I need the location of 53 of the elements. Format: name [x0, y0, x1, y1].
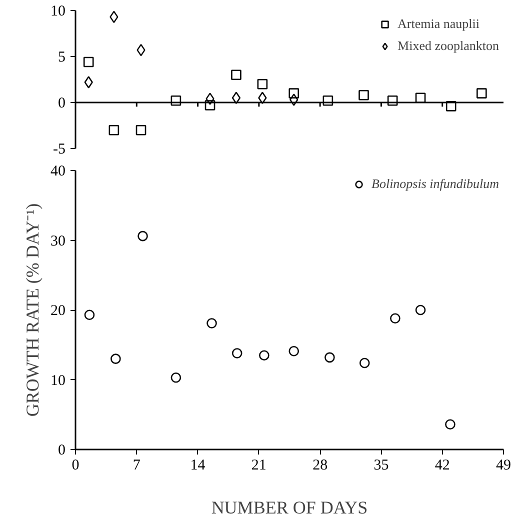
point	[387, 96, 398, 106]
point	[288, 88, 300, 98]
legend-label: Artemia nauplii	[398, 16, 480, 32]
x-tick-label: 28	[312, 458, 328, 474]
point	[358, 90, 369, 100]
legend-label: Mixed zooplankton	[398, 38, 499, 54]
x-axis-title: NUMBER OF DAYS	[211, 498, 368, 518]
point	[446, 101, 456, 112]
point	[259, 350, 270, 360]
point	[324, 352, 335, 363]
y-tick-label: 0	[58, 442, 66, 458]
point	[390, 313, 400, 324]
point	[445, 419, 456, 430]
point	[170, 96, 182, 106]
point	[359, 358, 370, 368]
point	[288, 346, 300, 356]
point	[84, 76, 93, 88]
x-tick-label: 49	[496, 458, 511, 474]
point	[84, 310, 95, 320]
y-tick-label: 0	[58, 96, 66, 112]
point	[322, 96, 334, 106]
point	[83, 56, 94, 68]
x-tick-label: 0	[72, 458, 80, 474]
point	[290, 94, 298, 106]
point	[231, 70, 242, 80]
y-tick-label: 40	[50, 164, 66, 180]
point	[204, 100, 216, 110]
y-tick-label: 30	[50, 233, 66, 250]
point	[170, 372, 182, 383]
point	[206, 92, 214, 105]
x-tick-label: 35	[374, 458, 389, 474]
point	[415, 304, 426, 316]
point	[206, 318, 217, 328]
y-tick-label: 20	[50, 303, 66, 319]
point	[138, 230, 148, 242]
point	[136, 124, 146, 136]
point	[232, 348, 242, 358]
x-tick-label: 7	[132, 458, 141, 474]
point	[476, 88, 487, 98]
x-tick-label: 42	[434, 458, 450, 474]
y-tick-label: 10	[50, 4, 66, 20]
x-tick-label: 14	[190, 458, 206, 474]
x-tick-label: 21	[251, 458, 266, 474]
legend-label: Bolinopsis infundibulum	[372, 176, 499, 192]
point	[232, 92, 241, 104]
y-tick-label: -5	[53, 142, 66, 158]
point	[415, 92, 426, 104]
point	[257, 78, 268, 90]
y-axis-title: GROWTH RATE (% DAY⁻¹)	[22, 203, 42, 417]
point	[110, 354, 121, 364]
y-tick-label: 10	[50, 372, 66, 389]
point	[108, 124, 120, 136]
y-tick-label: 5	[58, 50, 66, 66]
